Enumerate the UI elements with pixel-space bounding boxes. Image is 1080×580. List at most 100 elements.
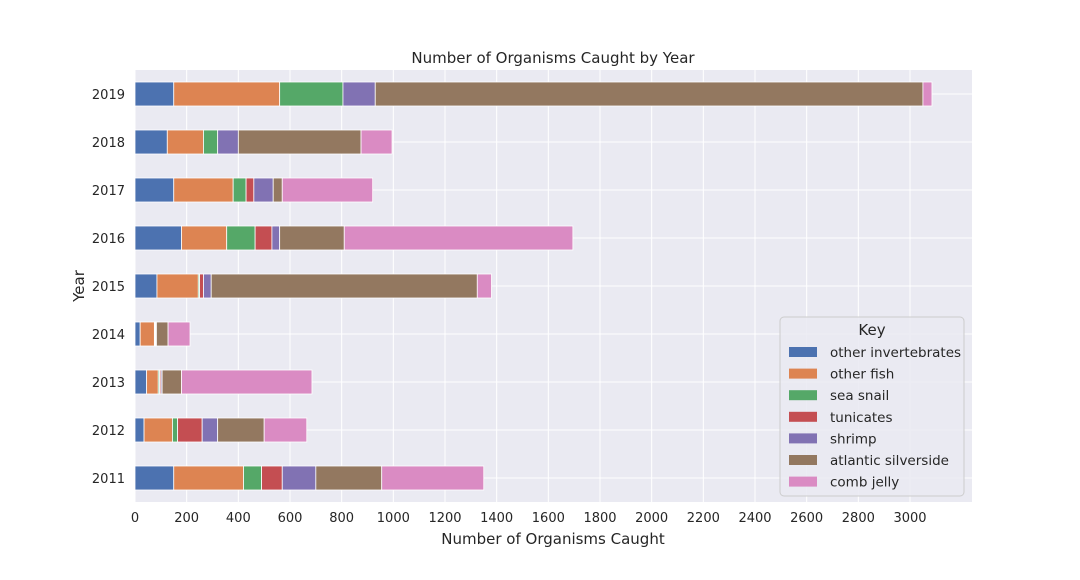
bar-segment xyxy=(217,417,265,443)
y-tick-label: 2018 xyxy=(92,136,125,151)
bar-segment xyxy=(134,369,148,395)
bar-segment xyxy=(181,369,313,395)
bar-segment xyxy=(271,225,281,251)
x-tick-label: 2400 xyxy=(738,511,771,526)
x-tick-label: 1000 xyxy=(377,511,410,526)
x-tick-label: 1800 xyxy=(583,511,616,526)
y-tick-label: 2014 xyxy=(92,328,125,343)
bar-segment xyxy=(281,177,374,203)
x-axis-label: Number of Organisms Caught xyxy=(441,530,665,548)
bar-segment xyxy=(134,81,175,107)
bar-segment xyxy=(253,177,274,203)
legend-items: other invertebrates other fish sea snail tu… xyxy=(789,345,961,491)
x-tick-label: 800 xyxy=(329,511,354,526)
bar-segment xyxy=(281,465,317,491)
legend-title: Key xyxy=(858,321,885,339)
y-tick-label: 2019 xyxy=(92,88,125,103)
x-tick-label: 1400 xyxy=(480,511,513,526)
bar-segment xyxy=(343,225,574,251)
legend: Key other invertebrates other fish sea sna… xyxy=(779,316,965,497)
legend-swatch xyxy=(789,368,817,379)
legend-swatch xyxy=(789,347,817,357)
bar-segment xyxy=(173,177,234,203)
bar-segment xyxy=(203,273,212,299)
bar-segment xyxy=(134,225,182,251)
bar-segment xyxy=(173,81,281,107)
bar-segment xyxy=(134,129,168,155)
bar-segment xyxy=(177,417,203,443)
bar-segment xyxy=(161,369,182,395)
bar-segment xyxy=(217,129,239,155)
y-tick-label: 2017 xyxy=(92,184,125,199)
bar-segment xyxy=(922,81,933,107)
bar-segment xyxy=(279,225,345,251)
y-tick-label: 2012 xyxy=(92,424,125,439)
bar-segment xyxy=(143,417,173,443)
x-tick-label: 0 xyxy=(131,511,139,526)
x-tick-label: 1200 xyxy=(428,511,461,526)
y-tick-label: 2015 xyxy=(92,280,125,295)
bar-segment xyxy=(134,321,141,347)
legend-label: shrimp xyxy=(830,431,877,447)
bar-segment xyxy=(210,273,478,299)
bar-segment xyxy=(199,273,204,299)
legend-frame xyxy=(779,316,965,497)
x-tick-label: 1600 xyxy=(532,511,565,526)
bar-segment xyxy=(279,81,344,107)
legend-swatch xyxy=(789,390,817,401)
bar-segment xyxy=(134,465,175,491)
legend-label: other invertebrates xyxy=(830,345,961,361)
x-tick-label: 2200 xyxy=(687,511,720,526)
bar-segment xyxy=(360,129,393,155)
chart-title: Number of Organisms Caught by Year xyxy=(411,49,695,67)
bar-segment xyxy=(272,177,283,203)
bar-segment xyxy=(374,81,924,107)
x-tick-label: 600 xyxy=(278,511,303,526)
bar-segment xyxy=(166,129,204,155)
y-tick-label: 2016 xyxy=(92,232,125,247)
bar-segment xyxy=(156,273,199,299)
bar-segment xyxy=(315,465,383,491)
bar-segment xyxy=(167,321,191,347)
bar-segment xyxy=(134,273,158,299)
bar-segment xyxy=(226,225,256,251)
bar-segment xyxy=(263,417,308,443)
legend-label: other fish xyxy=(830,367,894,383)
x-tick-label: 400 xyxy=(226,511,251,526)
bar-segment xyxy=(173,465,244,491)
bar-segment xyxy=(261,465,283,491)
x-tick-label: 2000 xyxy=(635,511,668,526)
x-tick-label: 2800 xyxy=(842,511,875,526)
x-tick-labels: 0 200 400 600 800 1000 1200 1400 1600 1800 2000 220… xyxy=(131,511,927,526)
legend-label: sea snail xyxy=(830,388,889,404)
x-tick-label: 200 xyxy=(174,511,199,526)
legend-swatch xyxy=(789,455,817,465)
bar-segment xyxy=(342,81,376,107)
bar-segment xyxy=(254,225,273,251)
y-tick-label: 2011 xyxy=(92,472,125,487)
bar-segment xyxy=(156,321,169,347)
x-tick-label: 2600 xyxy=(790,511,823,526)
bar-segment xyxy=(134,177,175,203)
bar-segment xyxy=(134,417,145,443)
bar-segment xyxy=(476,273,492,299)
legend-swatch xyxy=(789,411,817,422)
y-tick-label: 2013 xyxy=(92,376,125,391)
bar-segment xyxy=(245,177,255,203)
legend-label: comb jelly xyxy=(830,475,899,491)
legend-label: atlantic silverside xyxy=(830,453,949,469)
bar-segment xyxy=(181,225,228,251)
bar-segment xyxy=(139,321,155,347)
bar-segment xyxy=(237,129,362,155)
bar-segment xyxy=(146,369,159,395)
y-tick-labels: 2011 2012 2013 2014 2015 2016 2017 2018 2019 xyxy=(92,88,125,487)
bar-segment xyxy=(201,417,219,443)
bar-segment xyxy=(381,465,485,491)
legend-label: tunicates xyxy=(830,410,892,426)
legend-swatch xyxy=(789,433,817,444)
bar-segment xyxy=(172,417,179,443)
y-axis-label: Year xyxy=(70,269,88,303)
bar-segment xyxy=(232,177,247,203)
